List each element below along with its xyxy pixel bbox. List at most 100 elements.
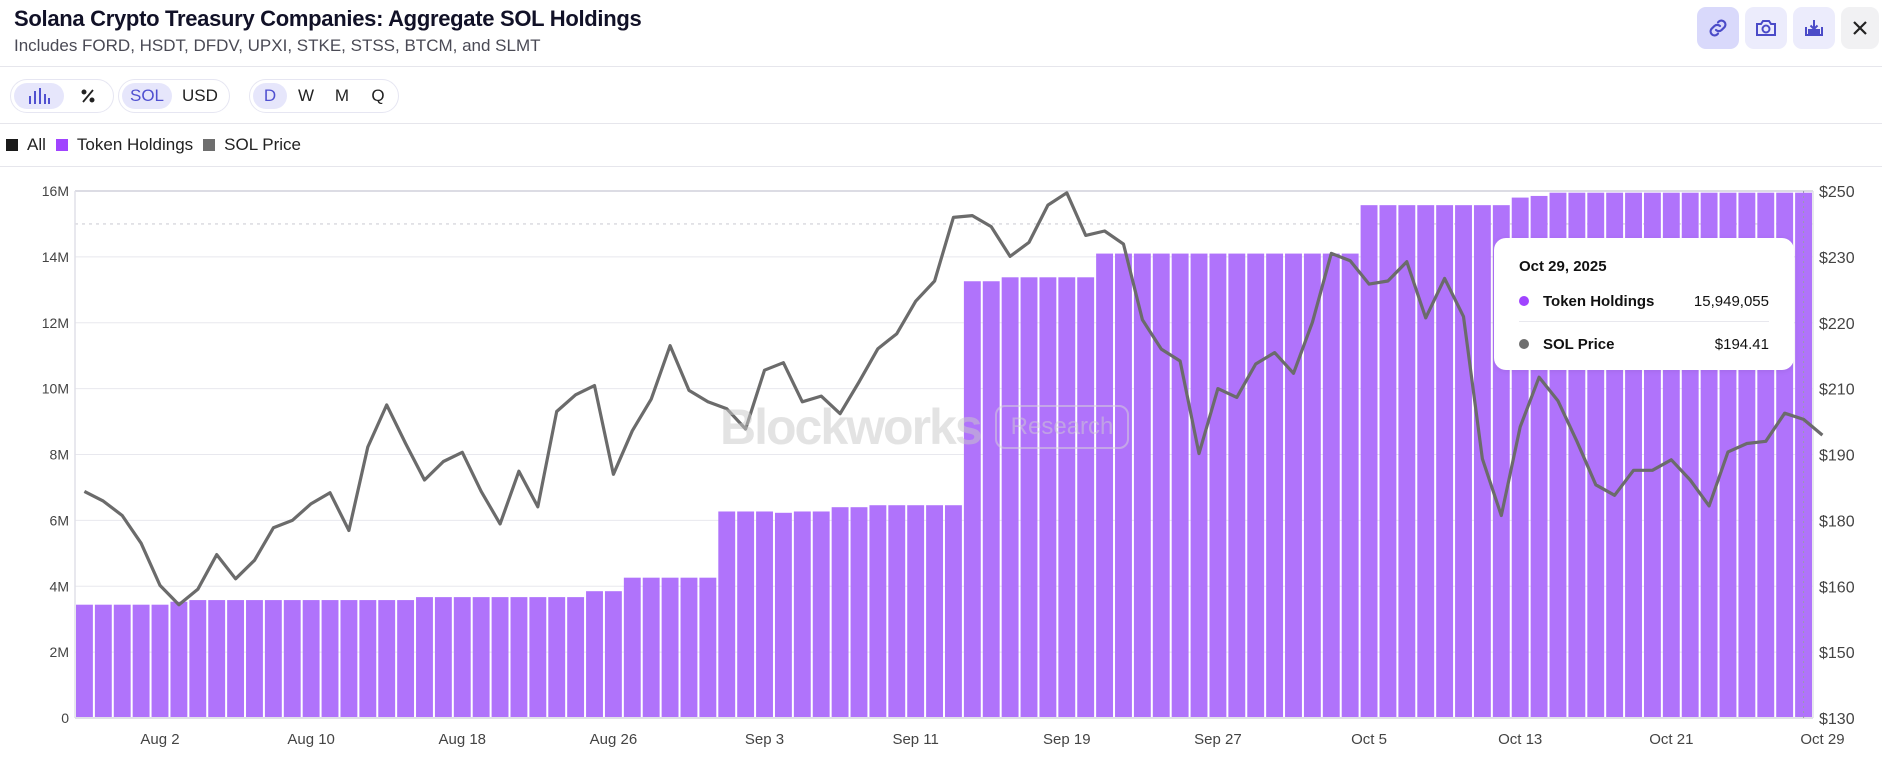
close-button[interactable] [1841, 7, 1879, 49]
bar-token-holdings [416, 597, 433, 718]
y-left-tick-label: 2M [50, 644, 69, 660]
percent-mode-button[interactable] [66, 83, 110, 109]
watermark-logo: Blockworks Research [720, 398, 1130, 456]
bar-token-holdings [1115, 253, 1132, 719]
legend-item-token-holdings[interactable]: Token Holdings [55, 135, 194, 155]
bar-token-holdings [321, 600, 339, 718]
bar-token-holdings [926, 505, 943, 718]
x-tick-label: Sep 27 [1194, 731, 1242, 748]
bar-token-holdings [151, 604, 169, 718]
bar-token-holdings [812, 511, 830, 718]
bar-token-holdings [397, 600, 415, 718]
bar-token-holdings [510, 597, 528, 718]
link-icon [1709, 19, 1727, 37]
bar-token-holdings [718, 511, 736, 718]
bar-token-holdings [623, 577, 641, 718]
bar-token-holdings [378, 600, 396, 718]
bar-token-holdings [1436, 205, 1454, 718]
period-toggle: D W M Q [249, 79, 399, 113]
bar-token-holdings [586, 591, 603, 718]
bar-token-holdings [1360, 205, 1378, 718]
series-dot [1519, 339, 1529, 349]
x-tick-label: Oct 29 [1800, 731, 1844, 748]
period-m-button[interactable]: M [334, 86, 350, 105]
y-left-tick-label: 12M [42, 315, 69, 331]
bar-token-holdings [793, 511, 811, 718]
bar-token-holdings [642, 577, 660, 718]
x-tick-label: Sep 19 [1043, 731, 1091, 748]
x-tick-label: Aug 18 [438, 731, 486, 748]
page-title: Solana Crypto Treasury Companies: Aggreg… [14, 6, 642, 31]
unit-usd-button[interactable]: USD [182, 86, 218, 105]
close-icon [1853, 21, 1867, 35]
bar-token-holdings [1795, 192, 1812, 719]
y-left-tick-label: 0 [61, 710, 69, 726]
bar-token-holdings [850, 507, 868, 718]
bar-token-holdings [737, 511, 755, 718]
x-tick-label: Oct 13 [1498, 731, 1542, 748]
period-w-button[interactable]: W [297, 86, 315, 105]
bar-token-holdings [1322, 253, 1340, 719]
bar-token-holdings [208, 600, 226, 718]
y-right-tick-label: $160 [1819, 579, 1855, 596]
bar-token-holdings [1285, 253, 1302, 719]
bar-mode-button[interactable] [14, 83, 64, 109]
x-tick-label: Sep 11 [892, 731, 938, 748]
camera-icon [1756, 20, 1776, 36]
legend-swatch [6, 139, 18, 151]
bar-token-holdings [982, 281, 1000, 718]
download-button[interactable] [1793, 7, 1835, 49]
y-right-tick-label: $180 [1819, 513, 1855, 530]
x-tick-label: Oct 5 [1351, 731, 1387, 748]
legend-item-all[interactable]: All [6, 135, 46, 155]
y-left-tick-label: 4M [50, 578, 69, 594]
bar-token-holdings [831, 507, 849, 718]
legend-label: All [27, 135, 46, 154]
legend-item-sol-price[interactable]: SOL Price [203, 135, 301, 155]
bar-token-holdings [1020, 277, 1038, 718]
bar-token-holdings [1228, 253, 1246, 719]
x-tick-label: Aug 10 [287, 731, 335, 748]
y-left-tick-label: 6M [50, 512, 69, 528]
bar-token-holdings [227, 600, 245, 718]
bar-token-holdings [113, 604, 131, 718]
bar-token-holdings [907, 505, 925, 718]
y-left-tick-label: 8M [50, 447, 69, 463]
bar-token-holdings [1266, 253, 1284, 719]
unit-toggle: SOL USD [118, 79, 230, 113]
bar-token-holdings [1171, 253, 1189, 719]
bar-token-holdings [888, 505, 906, 718]
bar-token-holdings [264, 600, 282, 718]
bar-token-holdings [453, 597, 471, 718]
bar-token-holdings [756, 511, 773, 718]
y-right-tick-label: $130 [1819, 711, 1855, 728]
x-tick-label: Aug 2 [140, 731, 179, 748]
y-left-tick-label: 16M [42, 183, 69, 199]
bar-token-holdings [1058, 277, 1076, 718]
bar-token-holdings [774, 512, 792, 718]
legend-label: Token Holdings [76, 135, 194, 154]
tooltip-date: Oct 29, 2025 [1519, 258, 1607, 275]
x-tick-label: Aug 26 [590, 731, 638, 748]
bar-token-holdings [661, 577, 679, 718]
x-tick-label: Sep 3 [745, 731, 784, 748]
bar-token-holdings [1190, 253, 1208, 719]
chart-tooltip: Oct 29, 2025 Token Holdings 15,949,055 S… [1494, 238, 1794, 370]
copy-link-button[interactable] [1697, 7, 1739, 49]
tooltip-row-token-holdings: Token Holdings 15,949,055 [1519, 289, 1769, 313]
period-d-button[interactable]: D [253, 83, 287, 109]
unit-sol-button[interactable]: SOL [122, 83, 173, 109]
period-q-button[interactable]: Q [371, 86, 385, 105]
tooltip-value: $194.41 [1714, 335, 1769, 353]
bar-token-holdings [869, 505, 887, 718]
screenshot-button[interactable] [1745, 7, 1787, 49]
tooltip-value: 15,949,055 [1693, 292, 1769, 310]
y-right-tick-label: $220 [1819, 316, 1855, 333]
y-left-tick-label: 14M [42, 249, 69, 265]
x-tick-label: Oct 21 [1649, 731, 1693, 748]
bar-token-holdings [1096, 253, 1114, 719]
bar-token-holdings [302, 600, 320, 718]
chart-mode-toggle [10, 79, 114, 113]
bar-token-holdings [189, 600, 207, 718]
